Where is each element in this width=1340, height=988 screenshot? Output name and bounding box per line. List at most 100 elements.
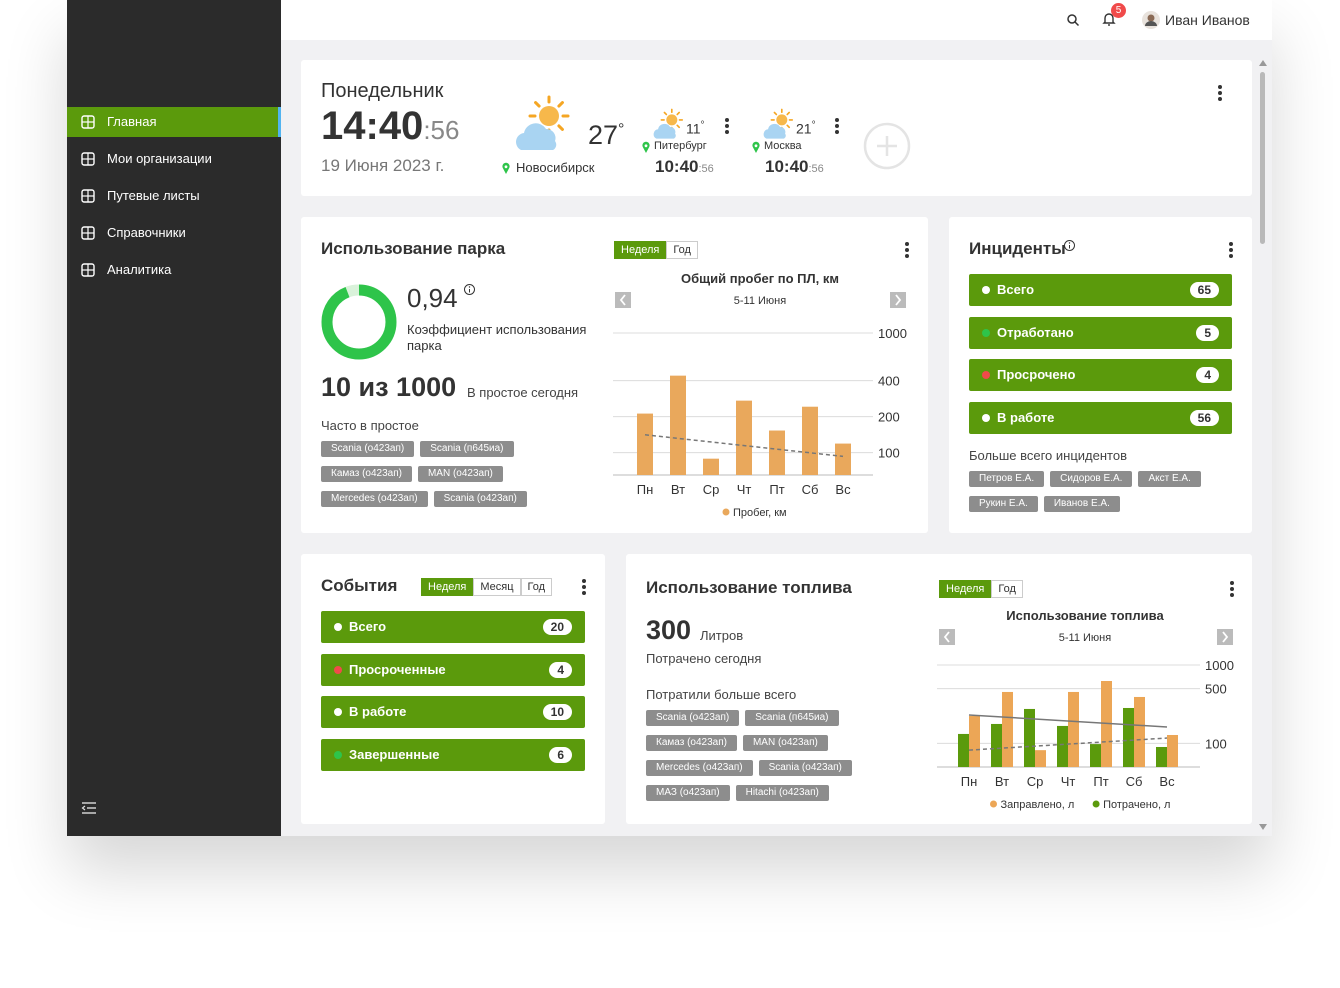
collapse-button[interactable]: [81, 802, 96, 814]
status-count: 5: [1196, 324, 1219, 341]
status-row[interactable]: Всего 20: [321, 611, 585, 643]
chart-nav-button[interactable]: [939, 629, 955, 645]
status-count: 10: [542, 704, 572, 721]
status-label: В работе: [997, 410, 1055, 426]
more-button[interactable]: [834, 117, 840, 135]
notifications-button[interactable]: [1102, 12, 1116, 26]
scroll-down[interactable]: [1259, 824, 1267, 830]
tab[interactable]: Год: [991, 580, 1023, 598]
user-avatar[interactable]: [1142, 11, 1160, 29]
card-title: Инциденты: [969, 239, 1066, 258]
nav-item[interactable]: Справочники: [67, 218, 281, 248]
add-city-button[interactable]: [863, 122, 911, 170]
fuel-card: Использование топлива 300 Литров Потрачено …: [626, 554, 1252, 824]
bar: [1035, 750, 1046, 767]
tabs: Неделя Год: [939, 580, 1023, 598]
tab[interactable]: Месяц: [473, 578, 521, 596]
status-dot: [982, 371, 990, 380]
status-row[interactable]: В работе 10: [321, 696, 585, 729]
bar: [703, 458, 719, 475]
more-button[interactable]: [1228, 241, 1234, 259]
info-icon[interactable]: [464, 284, 475, 295]
card-title: Использование парка: [321, 239, 506, 258]
tag-list: Scania (о423ап) Scania (п645иа) Камаз (о42…: [646, 710, 866, 801]
status-row[interactable]: Просрочено 4: [969, 359, 1232, 392]
city: Москва: [764, 140, 802, 152]
status-row[interactable]: Завершенные 6: [321, 739, 585, 772]
ratio-caption: Коэффициент использования парка: [407, 322, 587, 353]
nav-item[interactable]: Аналитика: [67, 255, 281, 285]
idle-summary: 10 из 1000: [321, 372, 457, 402]
card-title: События: [321, 576, 398, 595]
x-tick-label: Пн: [961, 774, 978, 789]
scroll-up[interactable]: [1259, 60, 1267, 66]
time: 10:40:56: [765, 157, 824, 177]
status-dot: [334, 751, 342, 760]
tag: MAN (о423ап): [417, 466, 503, 482]
city: Питербург: [654, 140, 707, 152]
x-tick-label: Вс: [1159, 774, 1175, 789]
x-tick-label: Пт: [769, 482, 784, 497]
status-row[interactable]: Отработано 5: [969, 316, 1232, 349]
x-tick-label: Чт: [1061, 774, 1076, 789]
weather-icon: [763, 108, 794, 139]
bar: [1090, 744, 1101, 767]
x-tick-label: Ср: [1027, 774, 1044, 789]
bar: [958, 733, 969, 767]
location-pin: [752, 141, 760, 153]
chart-nav-button[interactable]: [615, 292, 631, 308]
tab[interactable]: Неделя: [939, 580, 992, 598]
chart-nav-button[interactable]: [890, 292, 906, 308]
nav-item[interactable]: Мои организации: [67, 144, 281, 174]
tab[interactable]: Неделя: [614, 241, 667, 259]
city: Новосибирск: [516, 160, 595, 175]
idle-note: В простое сегодня: [467, 385, 579, 400]
status-row[interactable]: Просроченные 4: [321, 653, 585, 686]
tag: Акст Е.А.: [1138, 471, 1201, 487]
tab[interactable]: Неделя: [421, 578, 474, 596]
tab[interactable]: Год: [666, 241, 698, 259]
user-name[interactable]: Иван Иванов: [1165, 12, 1250, 28]
chart-title: Общий пробег по ПЛ, км: [681, 271, 839, 286]
temperature-value: 27: [588, 120, 619, 150]
y-tick-label: 1000: [1205, 658, 1234, 673]
more-button[interactable]: [1229, 580, 1235, 598]
info-icon[interactable]: [1064, 240, 1075, 251]
status-label: Отработано: [997, 324, 1074, 340]
status-count: 4: [1196, 367, 1219, 384]
nav-icon: [81, 152, 95, 166]
more-button[interactable]: [1217, 84, 1223, 102]
chart-nav-button[interactable]: [1217, 629, 1233, 645]
nav-item[interactable]: Путевые листы: [67, 181, 281, 211]
time-seconds: :56: [423, 115, 460, 145]
more-button[interactable]: [581, 578, 587, 596]
search-button[interactable]: [1067, 14, 1080, 27]
bar: [1057, 725, 1068, 767]
bar: [1024, 708, 1035, 767]
card-title: Использование топлива: [646, 578, 852, 597]
clock-card: Понедельник 14:40:56 19 Июня 2023 г. 27° Нов…: [301, 60, 1252, 196]
more-button[interactable]: [904, 241, 910, 259]
temperature: 21°: [796, 120, 816, 137]
tabs: Неделя Месяц Год: [421, 578, 553, 596]
x-tick-label: Чт: [737, 482, 752, 497]
temperature-value: 11: [686, 120, 701, 137]
tab[interactable]: Год: [520, 578, 553, 596]
bar: [1167, 734, 1178, 767]
time-main: 14:40: [321, 104, 424, 148]
status-label: Завершенные: [349, 747, 440, 763]
chart-subtitle: 5-11 Июня: [1059, 632, 1111, 644]
tag: Scania (п645иа): [420, 441, 514, 457]
tag: Hitachi (о423ап): [735, 785, 829, 801]
legend-marker: [1092, 800, 1100, 808]
bar: [769, 430, 785, 475]
more-button[interactable]: [724, 117, 730, 135]
nav-label: Путевые листы: [107, 188, 200, 203]
nav-item[interactable]: Главная: [67, 107, 281, 137]
nav-label: Аналитика: [107, 262, 172, 277]
status-row[interactable]: Всего 65: [969, 274, 1232, 306]
degree: °: [700, 120, 705, 131]
scrollbar-thumb[interactable]: [1260, 72, 1265, 244]
status-row[interactable]: В работе 56: [969, 402, 1232, 435]
legend-label: Заправлено, л: [1001, 799, 1075, 811]
